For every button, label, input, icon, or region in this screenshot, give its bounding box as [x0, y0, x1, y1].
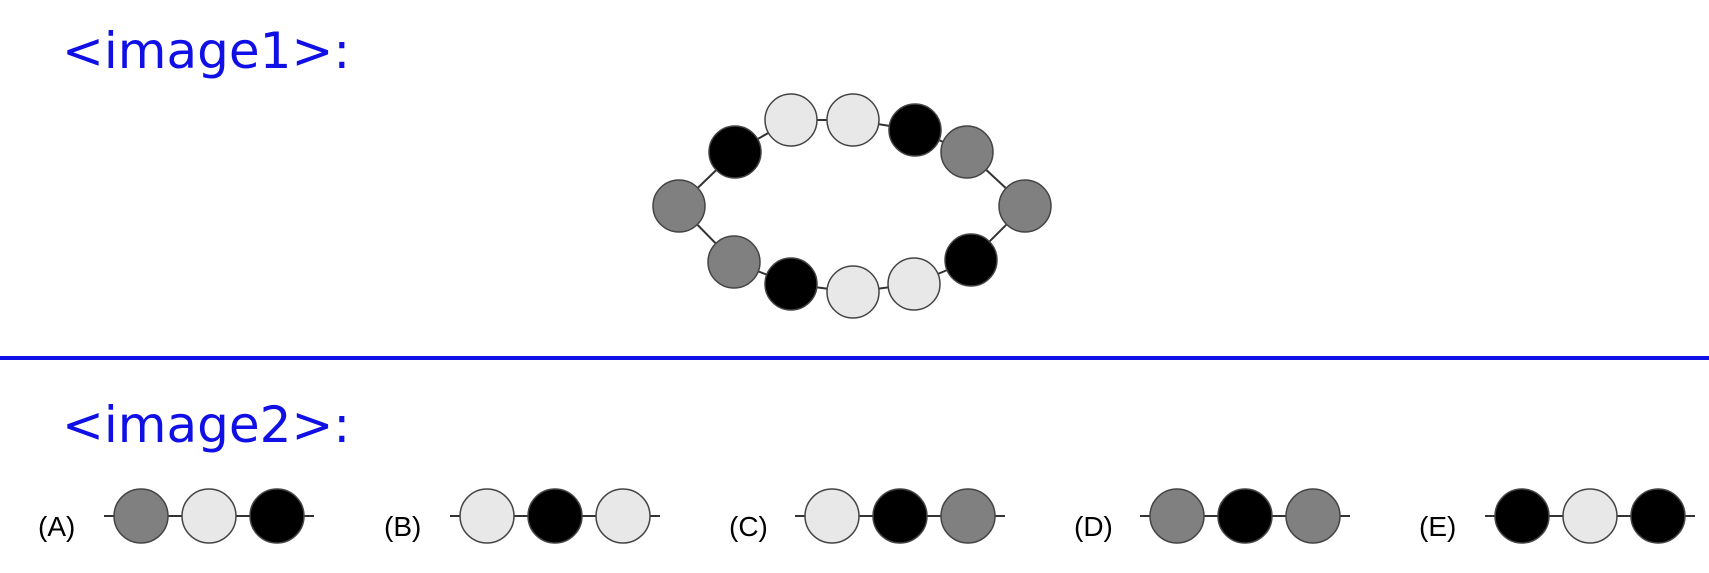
option-a: (A) — [38, 488, 314, 544]
ring-bead-light — [887, 257, 941, 311]
image2-heading: <image2>: — [62, 396, 351, 454]
option-bead-light — [459, 488, 515, 544]
ring-bead-dark — [944, 233, 998, 287]
option-bead-dark — [249, 488, 305, 544]
ring-bead-gray — [707, 235, 761, 289]
ring-bead-light — [826, 265, 880, 319]
ring-bead-dark — [888, 103, 942, 157]
option-d: (D) — [1074, 488, 1350, 544]
option-bead-gray — [1285, 488, 1341, 544]
option-c: (C) — [729, 488, 1005, 544]
option-bead-gray — [940, 488, 996, 544]
option-bead-light — [595, 488, 651, 544]
option-bead-dark — [1217, 488, 1273, 544]
option-bead-dark — [1494, 488, 1550, 544]
ring-bead-light — [826, 93, 880, 147]
option-bead-dark — [527, 488, 583, 544]
image1-heading: <image1>: — [62, 22, 351, 80]
option-bead-gray — [113, 488, 169, 544]
ring-bead-light — [764, 93, 818, 147]
option-label: (A) — [38, 511, 75, 542]
ring-bead-gray — [998, 179, 1052, 233]
option-bead-dark — [1630, 488, 1686, 544]
ring-bead-dark — [764, 257, 818, 311]
ring-bead-dark — [708, 125, 762, 179]
option-label: (D) — [1074, 511, 1113, 542]
option-e: (E) — [1419, 488, 1695, 544]
option-label: (C) — [729, 511, 768, 542]
option-label: (B) — [384, 511, 421, 542]
section-divider — [0, 356, 1709, 360]
ring-bead-gray — [652, 179, 706, 233]
bead-ring-figure — [652, 93, 1052, 319]
option-bead-dark — [872, 488, 928, 544]
option-bead-light — [804, 488, 860, 544]
option-b: (B) — [384, 488, 660, 544]
option-bead-gray — [1149, 488, 1205, 544]
option-bead-light — [1562, 488, 1618, 544]
option-label: (E) — [1419, 511, 1456, 542]
ring-bead-gray — [940, 125, 994, 179]
option-bead-light — [181, 488, 237, 544]
